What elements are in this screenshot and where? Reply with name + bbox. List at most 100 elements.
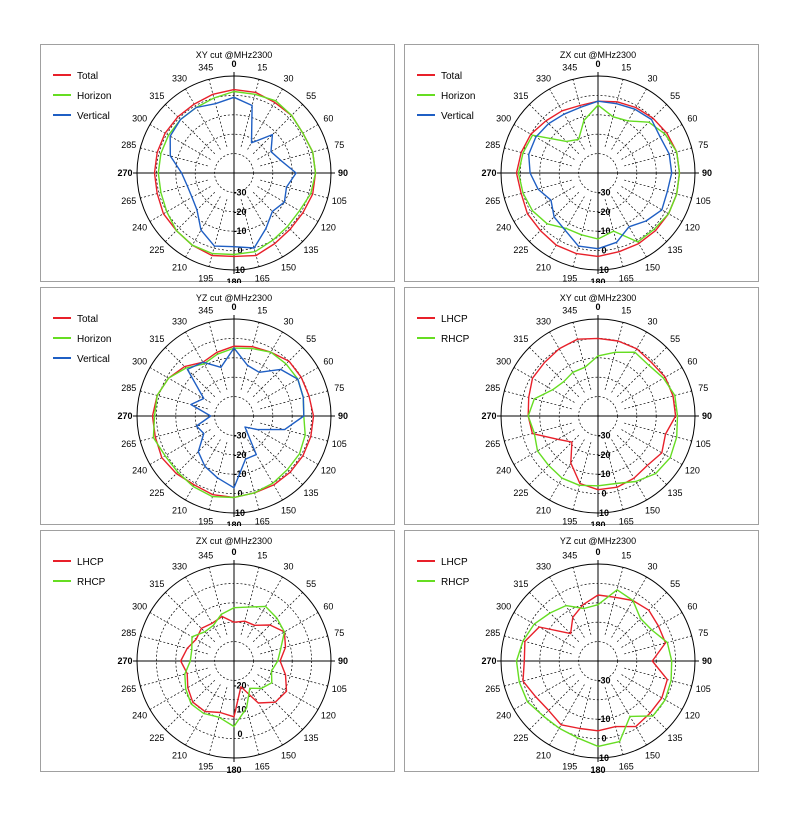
c1-grid-spoke xyxy=(257,124,319,160)
c6-grid-spoke xyxy=(529,592,580,643)
c2-grid-spoke xyxy=(504,147,572,167)
c1-angle-label: 330 xyxy=(172,74,187,84)
c2-angle-label: 330 xyxy=(536,74,551,84)
c5-legend-label-lhcp: LHCP xyxy=(77,557,104,568)
c1-angle-label: 225 xyxy=(149,245,164,255)
c5-grid xyxy=(133,560,335,762)
c4-angle-label: 180 xyxy=(590,520,605,526)
c5-angle-label: 270 xyxy=(117,656,132,666)
c1-legend-label-vertical: Vertical xyxy=(77,111,110,122)
c3-angle-label: 150 xyxy=(281,505,296,515)
c4-angle-label: 105 xyxy=(696,439,711,449)
c3-legend: Total Horizon Vertical xyxy=(53,314,111,365)
c5-angle-label: 195 xyxy=(198,761,213,771)
c5-grid-spoke xyxy=(208,567,228,635)
c2-angle-label: 55 xyxy=(670,91,680,101)
c2-angle-label: 150 xyxy=(645,262,660,272)
c4-angle-label: 300 xyxy=(496,357,511,367)
c4-grid-spoke xyxy=(624,422,692,442)
polar-chart-3: YZ cut @MHz2300 0 15 30 55 60 75 90 105 120 135 150… xyxy=(40,287,395,526)
c2-series-horizon xyxy=(517,104,681,243)
c3-legend-label-total: Total xyxy=(77,314,98,325)
c6-grid-spoke xyxy=(621,674,683,710)
c1-angle-label: 90 xyxy=(338,168,348,178)
c6-angle-label: 15 xyxy=(621,551,631,561)
c3-grid-spoke xyxy=(165,434,216,485)
c1-angle-label: 165 xyxy=(255,273,270,283)
c1-angle-label: 285 xyxy=(121,140,136,150)
c2-series-total xyxy=(515,100,681,258)
c3-grid-spoke xyxy=(240,322,260,390)
c6-angle-label: 270 xyxy=(481,656,496,666)
c6-angle-label: 60 xyxy=(687,602,697,612)
c5-grid-spoke xyxy=(257,612,319,648)
c3-angle-label: 135 xyxy=(304,488,319,498)
c3-angle-label: 0 xyxy=(231,302,236,312)
c5-angle-label: 75 xyxy=(334,628,344,638)
c2-angle-label: 75 xyxy=(698,140,708,150)
c6-grid-spoke xyxy=(604,567,624,635)
c2-grid-spoke xyxy=(624,179,692,199)
c6-angle-label: 330 xyxy=(536,562,551,572)
c6-angle-label: 180 xyxy=(590,765,605,773)
c5-angle-label: 285 xyxy=(121,628,136,638)
c3-grid-spoke xyxy=(149,367,211,403)
c1-angle-label: 270 xyxy=(117,168,132,178)
c1-radial-label: -20 xyxy=(233,207,246,217)
c4-angle-label: 75 xyxy=(698,383,708,393)
c3-angle-label: 265 xyxy=(121,439,136,449)
c5-radial-label: -20 xyxy=(233,680,246,690)
c5-angle-label: 105 xyxy=(332,684,347,694)
c6-radial-label: 10 xyxy=(599,753,609,763)
c5-angle-label: 330 xyxy=(172,562,187,572)
polar-chart-5: ZX cut @MHz2300 0 15 30 55 60 75 90 105 120 135 150… xyxy=(40,530,395,773)
c4-grid-spoke xyxy=(616,347,667,398)
c1-angle-label: 135 xyxy=(304,245,319,255)
c2-angle-label: 300 xyxy=(496,114,511,124)
c1-grid-spoke xyxy=(165,191,216,242)
c5-legend-label-rhcp: RHCP xyxy=(77,577,106,588)
c6-angle-label: 195 xyxy=(562,761,577,771)
c2-angle-label: 240 xyxy=(496,223,511,233)
c2-grid-spoke xyxy=(624,147,692,167)
c4-angle-label: 90 xyxy=(702,411,712,421)
c2-radial-label: 10 xyxy=(599,265,609,275)
c4-angle-label: 315 xyxy=(513,334,528,344)
c1-angle-label: 240 xyxy=(132,223,147,233)
c6-legend-label-rhcp: RHCP xyxy=(441,577,470,588)
polar-chart-1: XY cut @MHz2300 0 15 30 55 60 75 90 105 120 135 150… xyxy=(40,44,395,283)
c4-radial-label: 10 xyxy=(599,508,609,518)
c3-angle-label: 285 xyxy=(121,383,136,393)
c3-angle-label: 300 xyxy=(132,357,147,367)
c4-radial-label: -10 xyxy=(597,469,610,479)
c1-angle-label: 60 xyxy=(323,114,333,124)
c5-grid-spoke xyxy=(247,684,283,746)
c2-angle-label: 210 xyxy=(536,262,551,272)
c6-grid-spoke xyxy=(504,635,572,655)
c5-angle-label: 345 xyxy=(198,551,213,561)
c4-angle-label: 330 xyxy=(536,317,551,327)
c6-angle-label: 240 xyxy=(496,711,511,721)
c3-grid xyxy=(133,315,335,517)
c4-radial-label: -20 xyxy=(597,450,610,460)
c3-angle-label: 345 xyxy=(198,306,213,316)
c6-angle-label: 300 xyxy=(496,602,511,612)
c2-angle-label: 15 xyxy=(621,63,631,73)
c1-angle-label: 55 xyxy=(306,91,316,101)
c4-angle-label: 150 xyxy=(645,505,660,515)
c2-angle-label: 165 xyxy=(619,273,634,283)
c4-angle-label: 60 xyxy=(687,357,697,367)
c6-angle-label: 0 xyxy=(595,547,600,557)
c2-legend-label-horizon: Horizon xyxy=(441,91,475,102)
c4-grid-spoke xyxy=(513,367,575,403)
c2-legend-label-total: Total xyxy=(441,71,462,82)
c6-angle-label: 120 xyxy=(685,711,700,721)
c1-grid-spoke xyxy=(140,147,208,167)
c4-angle-label: 15 xyxy=(621,306,631,316)
c5-legend: LHCP RHCP xyxy=(53,557,106,588)
c3-angle-label: 75 xyxy=(334,383,344,393)
c2-angle-label: 315 xyxy=(513,91,528,101)
